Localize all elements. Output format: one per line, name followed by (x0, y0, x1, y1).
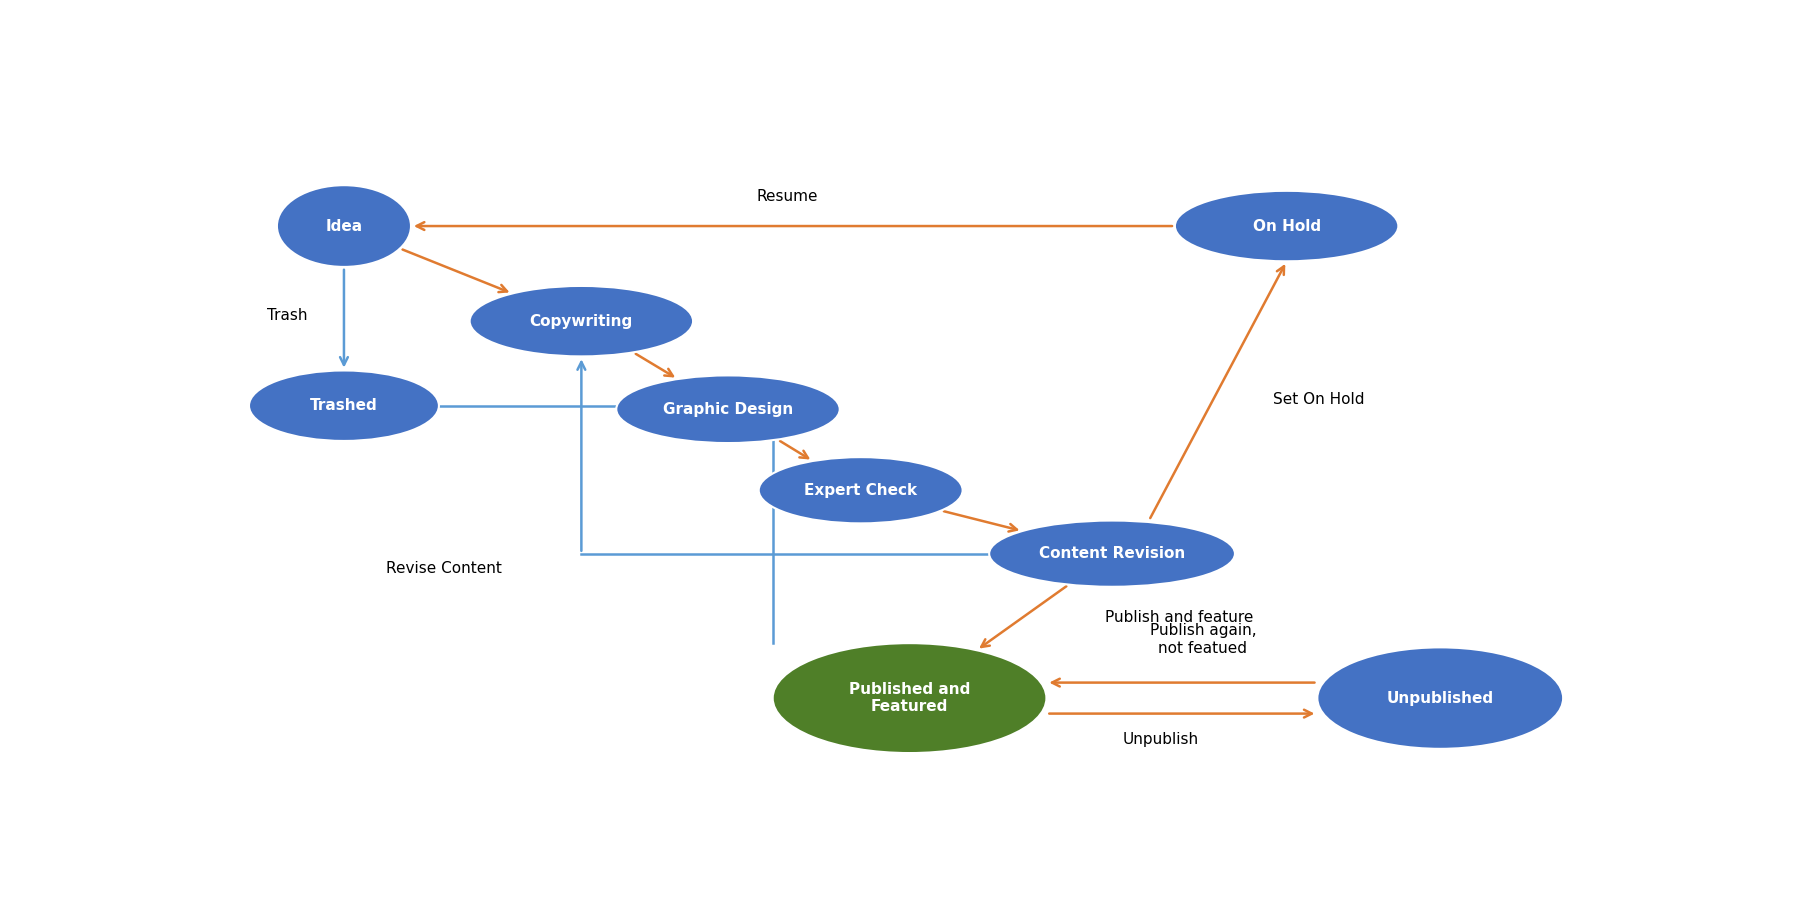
Text: Revise Content: Revise Content (386, 562, 501, 576)
Ellipse shape (1317, 648, 1562, 748)
Text: Graphic Design: Graphic Design (663, 402, 793, 416)
Text: Unpublished: Unpublished (1388, 691, 1494, 705)
Ellipse shape (1175, 191, 1398, 262)
Ellipse shape (989, 521, 1234, 587)
Ellipse shape (278, 185, 411, 267)
Ellipse shape (249, 371, 440, 441)
Ellipse shape (759, 458, 962, 523)
Text: Unpublish: Unpublish (1123, 732, 1198, 747)
Text: Content Revision: Content Revision (1040, 546, 1186, 561)
Text: On Hold: On Hold (1252, 219, 1321, 233)
Text: Trash: Trash (267, 308, 308, 323)
Text: Idea: Idea (326, 219, 362, 233)
Text: Resume: Resume (757, 189, 818, 204)
Text: Trashed: Trashed (310, 398, 378, 414)
Text: Publish again,
not featued: Publish again, not featued (1150, 623, 1256, 656)
Text: Copywriting: Copywriting (530, 314, 633, 328)
Ellipse shape (470, 285, 694, 356)
Text: Set On Hold: Set On Hold (1272, 392, 1364, 407)
Text: Expert Check: Expert Check (804, 483, 917, 498)
Ellipse shape (616, 375, 840, 443)
Text: Published and
Featured: Published and Featured (849, 682, 969, 715)
Text: Publish and feature: Publish and feature (1105, 610, 1254, 625)
Ellipse shape (773, 643, 1047, 753)
